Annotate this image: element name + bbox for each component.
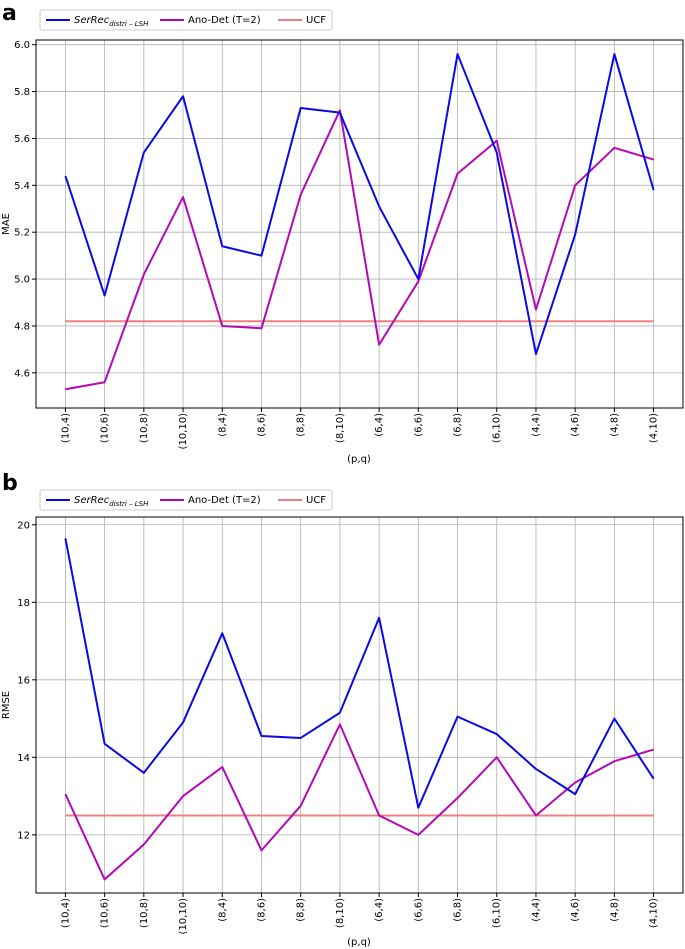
panel-b-frame <box>35 516 684 894</box>
x-tick-label: (6,8) <box>453 413 464 437</box>
series-line-serrec-distri-lsh <box>64 538 655 809</box>
series-line-ano-det-t-2 <box>65 109 654 391</box>
legend-box <box>39 489 333 511</box>
y-tick-label: 5.4 <box>14 181 30 192</box>
y-tick-label: 5.2 <box>14 228 30 239</box>
x-tick-label: (10,8) <box>139 413 150 443</box>
x-tick-label: (10,10) <box>178 898 189 935</box>
x-tick-label: (10,10) <box>178 413 189 450</box>
panel-a-frame <box>35 39 684 409</box>
y-tick-label: 6.0 <box>14 40 30 51</box>
x-tick-label: (10,6) <box>100 898 111 928</box>
x-tick-label: (4,10) <box>649 898 660 928</box>
panel-a-xlabel: (p,q) <box>347 454 371 465</box>
panel-a-letter: a <box>2 1 17 26</box>
panel-a-grid <box>36 40 683 408</box>
x-tick-label: (8,8) <box>296 413 307 437</box>
panel-b: b 12 14 16 18 20 (10,4) (10,6) (10,8) (10,10) (8… <box>1 471 684 948</box>
legend-label-ucf: UCF <box>306 495 326 506</box>
panel-a-ylabel: MAE <box>1 213 12 235</box>
x-tick-label: (6,4) <box>374 413 385 437</box>
x-tick-label: (8,8) <box>296 898 307 922</box>
panel-a-xticks: (10,4) (10,6) (10,8) (10,10) (8,4) (8,6) (8,8)… <box>60 408 660 450</box>
panel-b-lines <box>64 538 655 881</box>
y-tick-label: 20 <box>17 520 30 531</box>
y-tick-label: 5.6 <box>14 134 30 145</box>
x-tick-label: (6,10) <box>492 898 503 928</box>
series-line-ano-det-t-2 <box>64 723 654 881</box>
x-tick-label: (10,4) <box>60 413 71 443</box>
x-tick-label: (4,6) <box>570 413 581 437</box>
legend-box <box>39 9 333 31</box>
y-tick-label: 5.8 <box>14 87 30 98</box>
panel-b-yticks: 12 14 16 18 20 <box>17 520 36 841</box>
legend-label-serrec: SerRecdistri – LSH <box>74 495 149 508</box>
series-line-serrec-distri-lsh <box>64 53 655 356</box>
x-tick-label: (4,10) <box>649 413 660 443</box>
x-tick-label: (6,6) <box>413 898 424 922</box>
panel-b-grid <box>36 517 683 893</box>
panel-b-xlabel: (p,q) <box>347 937 371 948</box>
x-tick-label: (4,6) <box>570 898 581 922</box>
y-tick-label: 5.0 <box>14 275 30 286</box>
panel-a-legend: SerRecdistri – LSH Ano-Det (T=2) UCF <box>39 9 333 31</box>
legend-label-anodet: Ano-Det (T=2) <box>188 15 261 26</box>
x-tick-label: (4,8) <box>609 898 620 922</box>
panel-b-legend: SerRecdistri – LSH Ano-Det (T=2) UCF <box>39 489 333 511</box>
x-tick-label: (8,10) <box>335 898 346 928</box>
y-tick-label: 4.6 <box>14 368 30 379</box>
x-tick-label: (6,8) <box>453 898 464 922</box>
legend-label-ucf: UCF <box>306 15 326 26</box>
x-tick-label: (6,6) <box>413 413 424 437</box>
panel-a: a 4.64.85.05.25.45.65.86.0 (10,4) (10,6)(… <box>1 1 684 465</box>
panel-b-ylabel: RMSE <box>1 691 12 719</box>
x-tick-label: (10,8) <box>139 898 150 928</box>
x-tick-label: (4,4) <box>531 413 542 437</box>
x-tick-label: (8,4) <box>217 413 228 437</box>
y-tick-label: 14 <box>17 753 30 764</box>
y-tick-label: 16 <box>17 675 30 686</box>
x-tick-label: (6,10) <box>492 413 503 443</box>
panel-a-yticks: 4.6 4.8 5.0 5.2 5.4 5.6 5.8 6.0 <box>14 40 36 379</box>
y-tick-label: 18 <box>17 598 30 609</box>
panel-a-lines <box>64 53 655 391</box>
x-tick-label: (4,4) <box>531 898 542 922</box>
y-tick-label: 12 <box>17 830 30 841</box>
x-tick-label: (6,4) <box>374 898 385 922</box>
x-tick-label: (8,10) <box>335 413 346 443</box>
x-tick-label: (4,8) <box>609 413 620 437</box>
x-tick-label: (8,6) <box>256 898 267 922</box>
panel-b-xticks: (10,4) (10,6) (10,8) (10,10) (8,4) (8,6) (8,8)… <box>60 893 660 935</box>
x-tick-label: (8,4) <box>217 898 228 922</box>
x-tick-label: (10,4) <box>60 898 71 928</box>
legend-label-serrec: SerRecdistri – LSH <box>74 15 149 28</box>
x-tick-label: (10,6) <box>100 413 111 443</box>
y-tick-label: 4.8 <box>14 321 30 332</box>
panel-b-letter: b <box>2 471 18 496</box>
legend-label-anodet: Ano-Det (T=2) <box>188 495 261 506</box>
x-tick-label: (8,6) <box>256 413 267 437</box>
